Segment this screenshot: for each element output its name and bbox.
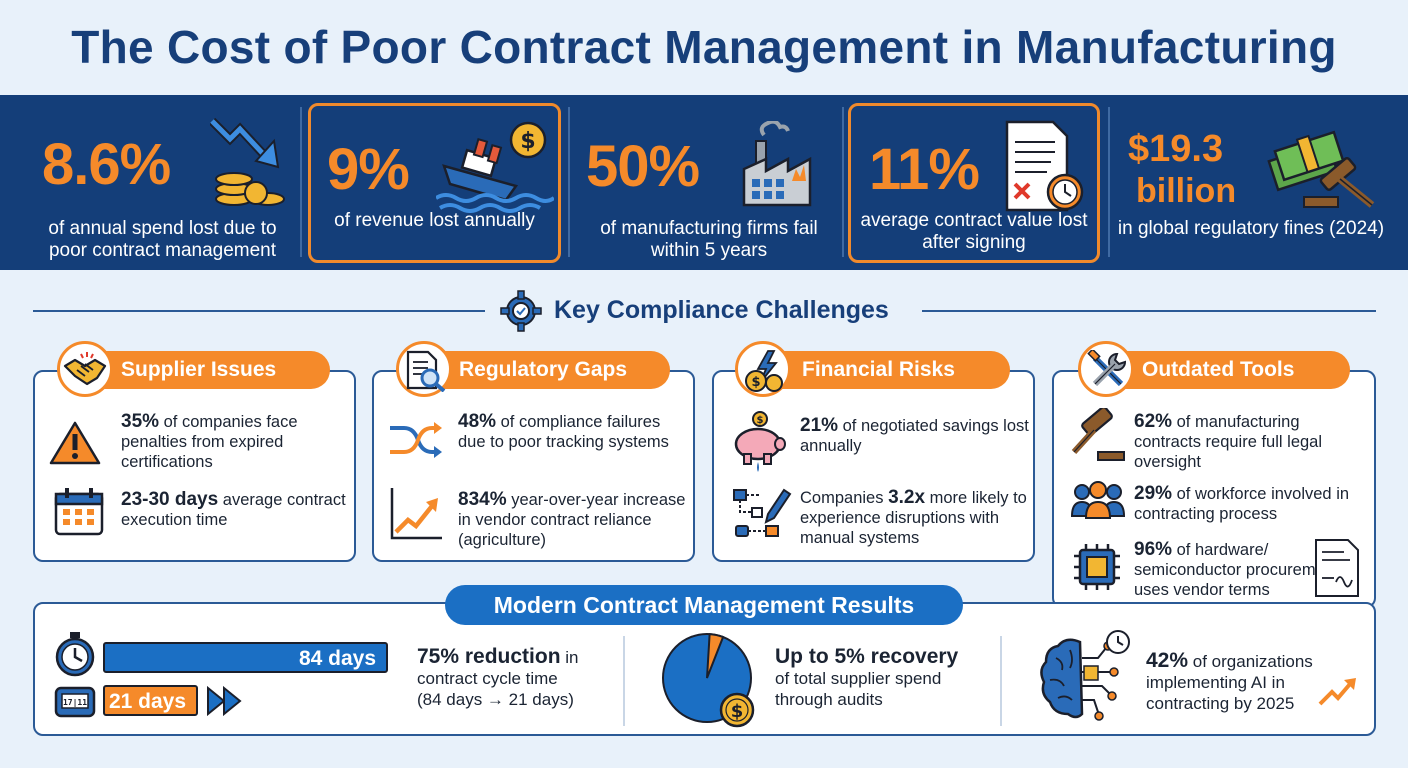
- section-title: Key Compliance Challenges: [554, 296, 889, 324]
- divider: [842, 107, 844, 257]
- divider: [1000, 636, 1002, 726]
- stopwatch-icon: [55, 632, 95, 677]
- stat-caption: in global regulatory fines (2024): [1117, 218, 1385, 239]
- stat-caption: of annual spend lost due to poor contrac…: [48, 218, 277, 261]
- results-title: Modern Contract Management Results: [445, 585, 963, 625]
- divider: [33, 310, 485, 312]
- gavel-icon: [1071, 408, 1125, 461]
- stat-value-line1: $19.3: [1128, 128, 1224, 170]
- piggy-bank-icon: $: [734, 411, 786, 472]
- bar-before: 84 days: [103, 642, 388, 673]
- svg-text:17|11: 17|11: [63, 698, 87, 707]
- card-supplier-issues: 35% of companies face penalties from exp…: [33, 370, 356, 562]
- stat-contract-value: 11% average contract value lost after si…: [848, 103, 1100, 263]
- bar-after: 21 days: [103, 685, 198, 716]
- digital-timer-icon: 17|11: [54, 686, 96, 718]
- recovery-pie-chart: $: [662, 633, 755, 728]
- ai-adoption-text: 42% of organizations implementing AI in …: [1146, 649, 1313, 713]
- fast-forward-icon: [207, 686, 242, 716]
- svg-text:$: $: [520, 129, 535, 154]
- chip-icon: [1074, 544, 1120, 590]
- contract-clock-icon: [1005, 120, 1084, 212]
- stat-value: 8.6%: [42, 132, 171, 197]
- svg-text:$: $: [757, 415, 764, 426]
- manual-workflow-icon: [733, 488, 792, 537]
- stats-banner: 8.6% of annual spend lost due to poor co…: [0, 95, 1408, 270]
- card-outdated-tools: 62% of manufacturing contracts require f…: [1052, 370, 1376, 608]
- trend-up-icon: [1318, 678, 1356, 706]
- svg-text:$: $: [751, 375, 760, 390]
- shuffle-arrows-icon: [390, 422, 442, 458]
- section-header: Key Compliance Challenges: [0, 290, 1408, 332]
- gear-icon: [500, 290, 542, 332]
- stat-value: 50%: [586, 134, 700, 199]
- warning-icon: [49, 421, 101, 465]
- card-regulatory-gaps: 48% of compliance failures due to poor t…: [372, 370, 695, 562]
- factory-icon: [742, 121, 812, 207]
- money-gavel-icon: [1267, 130, 1375, 208]
- document-search-icon-badge: [396, 341, 452, 397]
- card-financial-risks: $ 21% of negotiated savings lost annuall…: [712, 370, 1035, 562]
- recovery-slice: [706, 633, 725, 679]
- people-icon: [1070, 481, 1126, 519]
- coins-lightning-icon-badge: $: [735, 341, 791, 397]
- svg-text:$: $: [731, 701, 744, 722]
- divider: [623, 636, 625, 726]
- tools-icon: [1087, 350, 1127, 387]
- stat-caption: of revenue lost annually: [334, 210, 535, 231]
- stat-annual-spend: 8.6% of annual spend lost due to poor co…: [30, 103, 295, 263]
- stat-caption: of manufacturing firms fail within 5 yea…: [600, 218, 818, 261]
- cycle-time-text: 75% reduction in contract cycle time (84…: [417, 645, 579, 709]
- stat-revenue: 9% $ of revenue lost annually: [308, 103, 561, 263]
- divider: [300, 107, 302, 257]
- challenge-item: 48% of compliance failures due to poor t…: [458, 411, 669, 452]
- stat-regulatory-fines: $19.3 billion in global regulatory fines…: [1116, 103, 1386, 263]
- challenge-item: 21% of negotiated savings lost annually: [800, 415, 1029, 456]
- page-title: The Cost of Poor Contract Management in …: [71, 21, 1337, 73]
- handshake-icon-badge: [57, 341, 113, 397]
- stat-value: 11%: [869, 137, 980, 202]
- terms-document-icon: [1315, 539, 1359, 597]
- divider: [922, 310, 1376, 312]
- stat-value: 9%: [327, 137, 410, 202]
- tools-icon-badge: [1078, 341, 1134, 397]
- trend-up-chart-icon: [390, 488, 442, 540]
- handshake-icon: [63, 352, 107, 386]
- divider: [1108, 107, 1110, 257]
- sinking-ship-icon: $: [436, 121, 554, 213]
- ai-brain-icon: [1040, 630, 1130, 721]
- challenge-item: 23-30 days average contract execution ti…: [121, 489, 346, 530]
- challenge-item: Companies 3.2x more likely to experience…: [800, 487, 1027, 548]
- challenge-item: 35% of companies face penalties from exp…: [121, 411, 298, 472]
- challenge-item: 834% year-over-year increase in vendor c…: [458, 489, 686, 550]
- stat-value-line2: billion: [1136, 172, 1237, 210]
- falling-coins-icon: [210, 117, 285, 206]
- calendar-icon: [54, 488, 104, 536]
- challenge-item: 29% of workforce involved in contracting…: [1134, 483, 1350, 524]
- coins-lightning-icon: $: [745, 350, 783, 392]
- challenge-item: 62% of manufacturing contracts require f…: [1134, 411, 1323, 472]
- stat-caption: average contract value lost after signin…: [860, 210, 1088, 253]
- stat-firms-fail: 50% of manufacturing firms fail within 5…: [578, 103, 840, 263]
- document-search-icon: [406, 350, 446, 392]
- recovery-text: Up to 5% recovery of total supplier spen…: [775, 645, 959, 709]
- divider: [568, 107, 570, 257]
- challenge-item: 96% of hardware/ semiconductor procureme…: [1134, 539, 1339, 600]
